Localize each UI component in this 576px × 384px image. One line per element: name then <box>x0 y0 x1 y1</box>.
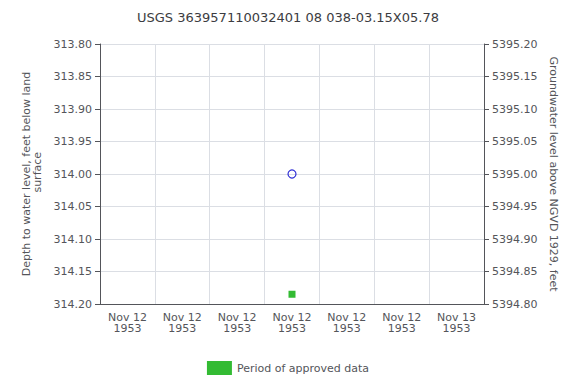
svg-text:Groundwater level above NGVD 1: Groundwater level above NGVD 1929, feet <box>547 56 560 292</box>
svg-text:Nov 12: Nov 12 <box>162 311 202 324</box>
svg-text:1953: 1953 <box>223 322 251 335</box>
svg-text:Nov 13: Nov 13 <box>437 311 477 324</box>
svg-text:1953: 1953 <box>388 322 416 335</box>
svg-text:314.15: 314.15 <box>54 265 93 278</box>
svg-text:5394.95: 5394.95 <box>492 200 538 213</box>
svg-text:Period of approved data: Period of approved data <box>237 362 369 375</box>
svg-text:314.20: 314.20 <box>54 298 93 311</box>
svg-text:1953: 1953 <box>168 322 196 335</box>
svg-text:5394.90: 5394.90 <box>492 233 538 246</box>
svg-text:Depth to water level, feet bel: Depth to water level, feet below land <box>19 71 33 277</box>
svg-text:5395.10: 5395.10 <box>492 103 538 116</box>
svg-text:Nov 12: Nov 12 <box>327 311 367 324</box>
svg-text:5394.85: 5394.85 <box>492 265 538 278</box>
svg-text:Nov 12: Nov 12 <box>107 311 147 324</box>
svg-text:1953: 1953 <box>443 322 471 335</box>
svg-text:Nov 12: Nov 12 <box>217 311 257 324</box>
svg-text:Nov 12: Nov 12 <box>272 311 312 324</box>
svg-text:313.85: 313.85 <box>54 70 93 83</box>
svg-text:314.00: 314.00 <box>54 168 93 181</box>
svg-text:5395.20: 5395.20 <box>492 38 538 51</box>
svg-text:1953: 1953 <box>333 322 361 335</box>
svg-text:314.05: 314.05 <box>54 200 93 213</box>
svg-text:5395.00: 5395.00 <box>492 168 538 181</box>
svg-text:5395.05: 5395.05 <box>492 135 538 148</box>
svg-text:313.80: 313.80 <box>54 38 93 51</box>
svg-text:5395.15: 5395.15 <box>492 70 538 83</box>
svg-text:1953: 1953 <box>278 322 306 335</box>
svg-text:314.10: 314.10 <box>54 233 93 246</box>
svg-text:USGS 363957110032401 08 038-03: USGS 363957110032401 08 038-03.15X05.78 <box>137 10 439 25</box>
svg-text:313.95: 313.95 <box>54 135 93 148</box>
svg-text:313.90: 313.90 <box>54 103 93 116</box>
svg-text:5394.80: 5394.80 <box>492 298 538 311</box>
svg-text:1953: 1953 <box>113 322 141 335</box>
svg-text:Nov 12: Nov 12 <box>382 311 422 324</box>
svg-text:surface: surface <box>31 152 44 196</box>
